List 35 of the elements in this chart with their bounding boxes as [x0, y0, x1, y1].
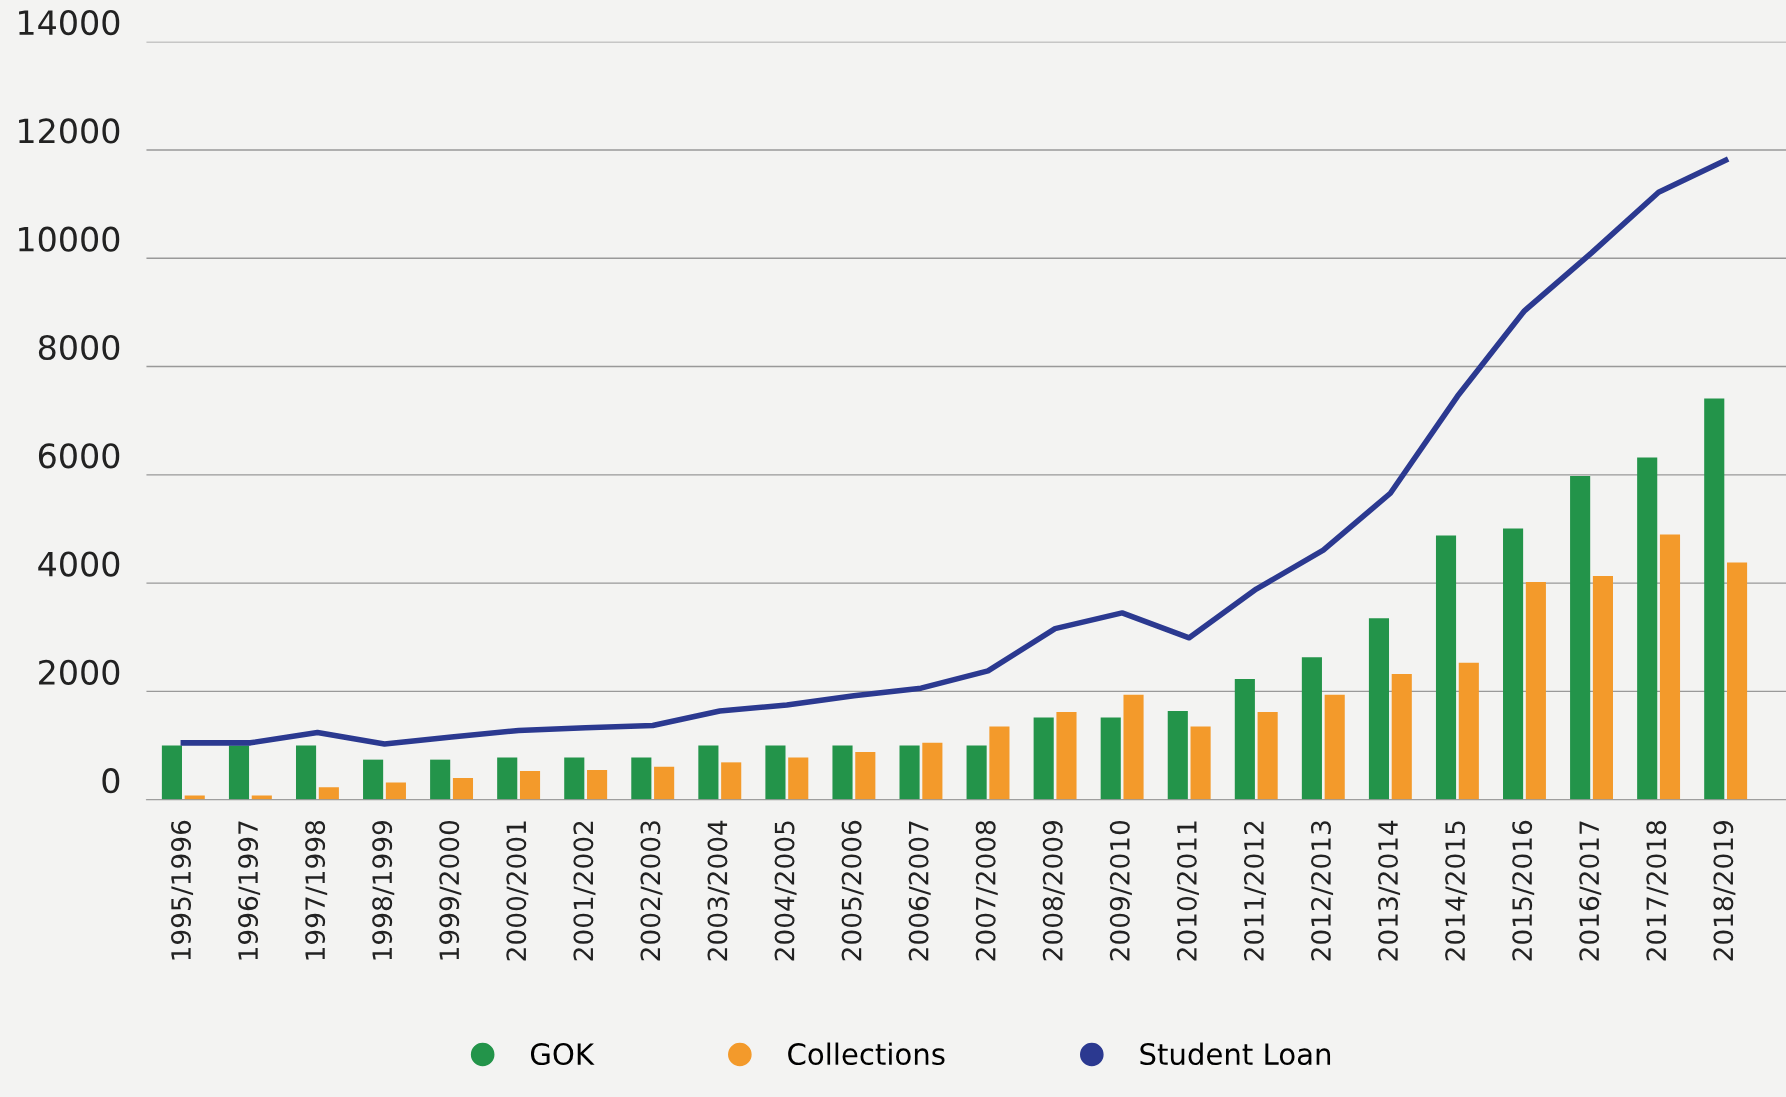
y-tick-label: 10000 [19, 226, 120, 252]
x-tick-label: 2015/2016 [1512, 820, 1535, 961]
x-tick-label: 2012/2013 [1311, 821, 1334, 961]
x-tick-label: 2006/2007 [908, 821, 931, 961]
x-tick-label: 1998/1999 [372, 821, 395, 960]
y-tick-label: 0 [102, 768, 120, 794]
x-tick-label: 2018/2019 [1713, 821, 1736, 961]
x-tick-label: 1995/1996 [171, 820, 194, 960]
y-tick-label: 4000 [38, 551, 120, 577]
x-tick-label: 2007/2008 [975, 820, 998, 961]
legend-label: Collections [788, 1042, 945, 1066]
x-tick-label: 1996/1997 [238, 821, 261, 960]
legend-label: Student Loan [1140, 1042, 1331, 1066]
x-tick-label: 1997/1998 [305, 820, 328, 960]
x-tick-label: 2011/2012 [1243, 821, 1266, 961]
x-tick-label: 2004/2005 [774, 821, 797, 961]
x-tick-label: 2005/2006 [841, 820, 864, 961]
y-tick-label: 6000 [38, 443, 120, 469]
x-tick-label: 2008/2009 [1042, 821, 1065, 961]
y-tick-label: 2000 [39, 659, 120, 685]
y-tick-label: 12000 [19, 118, 120, 144]
x-tick-label: 2009/2010 [1109, 820, 1132, 961]
x-tick-label: 2002/2003 [640, 821, 663, 961]
x-tick-label: 2014/2015 [1445, 821, 1468, 961]
x-tick-label: 2013/2014 [1378, 820, 1401, 961]
legend-label: GOK [530, 1043, 595, 1066]
x-tick-label: 2010/2011 [1176, 821, 1199, 961]
x-tick-label: 2000/2001 [506, 821, 529, 961]
y-tick-label: 14000 [19, 10, 120, 36]
x-tick-label: 2017/2018 [1646, 820, 1669, 961]
x-tick-label: 2001/2002 [573, 821, 596, 961]
x-tick-label: 1999/2000 [439, 820, 462, 960]
y-tick-label: 8000 [38, 334, 120, 361]
x-tick-label: 2003/2004 [707, 820, 730, 961]
x-tick-label: 2016/2017 [1579, 821, 1602, 961]
